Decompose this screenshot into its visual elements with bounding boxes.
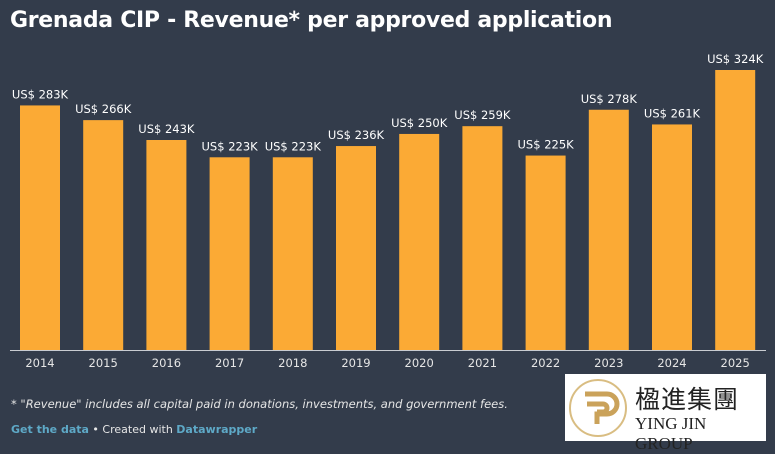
chart-title: Grenada CIP - Revenue* per approved appl… [10,8,613,33]
x-tick-label-2020: 2020 [405,356,434,370]
bar-2017 [209,157,250,350]
logo-chinese-text: 楹進集團 [635,385,740,414]
logo-english-text: YING JIN GROUP [635,414,707,453]
data-label-2023: US$ 278K [581,92,638,106]
source-line: Get the data • Created with Datawrapper [11,423,257,436]
ying-jin-group-logo: 楹進集團 YING JIN GROUP [565,374,766,453]
data-label-2025: US$ 324K [707,52,764,66]
bar-2023 [588,109,629,351]
x-tick-label-2018: 2018 [278,356,307,370]
data-label-2019: US$ 236K [328,128,385,142]
data-label-2018: US$ 223K [265,139,322,153]
logo-emblem-icon [569,379,627,437]
x-tick-label-2017: 2017 [215,356,244,370]
bar-2016 [146,140,187,350]
x-tick-label-2021: 2021 [468,356,497,370]
data-label-2014: US$ 283K [12,87,69,101]
x-tick-label-2019: 2019 [341,356,370,370]
data-label-2015: US$ 266K [75,102,132,116]
bar-2025 [715,70,756,350]
x-tick-label-2025: 2025 [721,356,750,370]
data-label-2020: US$ 250K [391,116,448,130]
bar-chart: US$ 283K 2014 US$ 266K 2015 US$ 243K 2016 US$ … [10,52,766,370]
footnote: * "Revenue" includes all capital paid in… [11,397,508,411]
get-data-link[interactable]: Get the data [11,423,89,436]
created-with-text: • Created with [88,423,177,436]
x-tick-label-2016: 2016 [152,356,181,370]
x-tick-label-2014: 2014 [25,356,54,370]
bar-2022 [525,155,566,350]
bar-2020 [399,133,440,350]
bar-2024 [652,124,692,350]
bar-2015 [83,120,124,350]
x-tick-label-2022: 2022 [531,356,560,370]
bar-2018 [272,157,313,350]
data-label-2021: US$ 259K [454,108,511,122]
data-label-2022: US$ 225K [518,138,575,152]
data-label-2024: US$ 261K [644,106,701,120]
data-label-2017: US$ 223K [202,139,259,153]
bar-2021 [462,126,503,350]
x-tick-label-2023: 2023 [594,356,623,370]
bar-2019 [336,146,376,350]
x-tick-label-2024: 2024 [657,356,686,370]
data-label-2016: US$ 243K [138,122,195,136]
x-tick-label-2015: 2015 [89,356,118,370]
datawrapper-link[interactable]: Datawrapper [176,423,258,436]
bar-2014 [20,105,60,350]
